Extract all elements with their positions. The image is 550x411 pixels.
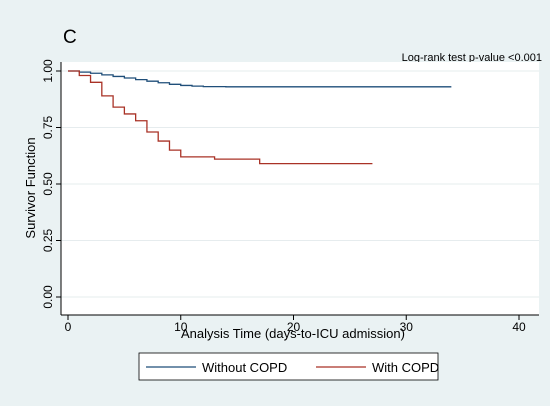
- y-tick-label: 0.75: [41, 115, 55, 139]
- plot-area: [61, 62, 539, 315]
- x-tick-label: 30: [400, 320, 414, 334]
- legend: Without COPD With COPD: [138, 352, 439, 381]
- survival-curves: [68, 70, 452, 165]
- x-tick-label: 10: [174, 320, 188, 334]
- series-line-without-copd: [68, 70, 452, 88]
- panel-label: C: [63, 27, 77, 48]
- axes: [60, 62, 539, 316]
- legend-label-with-copd: With COPD: [372, 360, 439, 375]
- y-axis-label: Survivor Function: [23, 137, 38, 238]
- x-axis-label: Analysis Time (days-to-ICU admission): [181, 326, 405, 341]
- y-tick-label: 0.25: [41, 228, 55, 252]
- logrank-annotation: Log-rank test p-value <0.001: [402, 52, 542, 64]
- x-tick-label: 40: [512, 320, 526, 334]
- grid-lines: [61, 70, 539, 298]
- y-tick-label: 0.00: [41, 285, 55, 309]
- x-tick-label: 0: [65, 320, 72, 334]
- legend-label-without-copd: Without COPD: [202, 360, 287, 375]
- series-line-with-copd: [68, 70, 373, 165]
- y-tick-label: 1.00: [41, 59, 55, 83]
- tick-labels: 0.00 0.25 0.50 0.75 1.00 0 10 20 30 40: [41, 59, 526, 334]
- x-tick-label: 20: [287, 320, 301, 334]
- y-tick-label: 0.50: [41, 172, 55, 196]
